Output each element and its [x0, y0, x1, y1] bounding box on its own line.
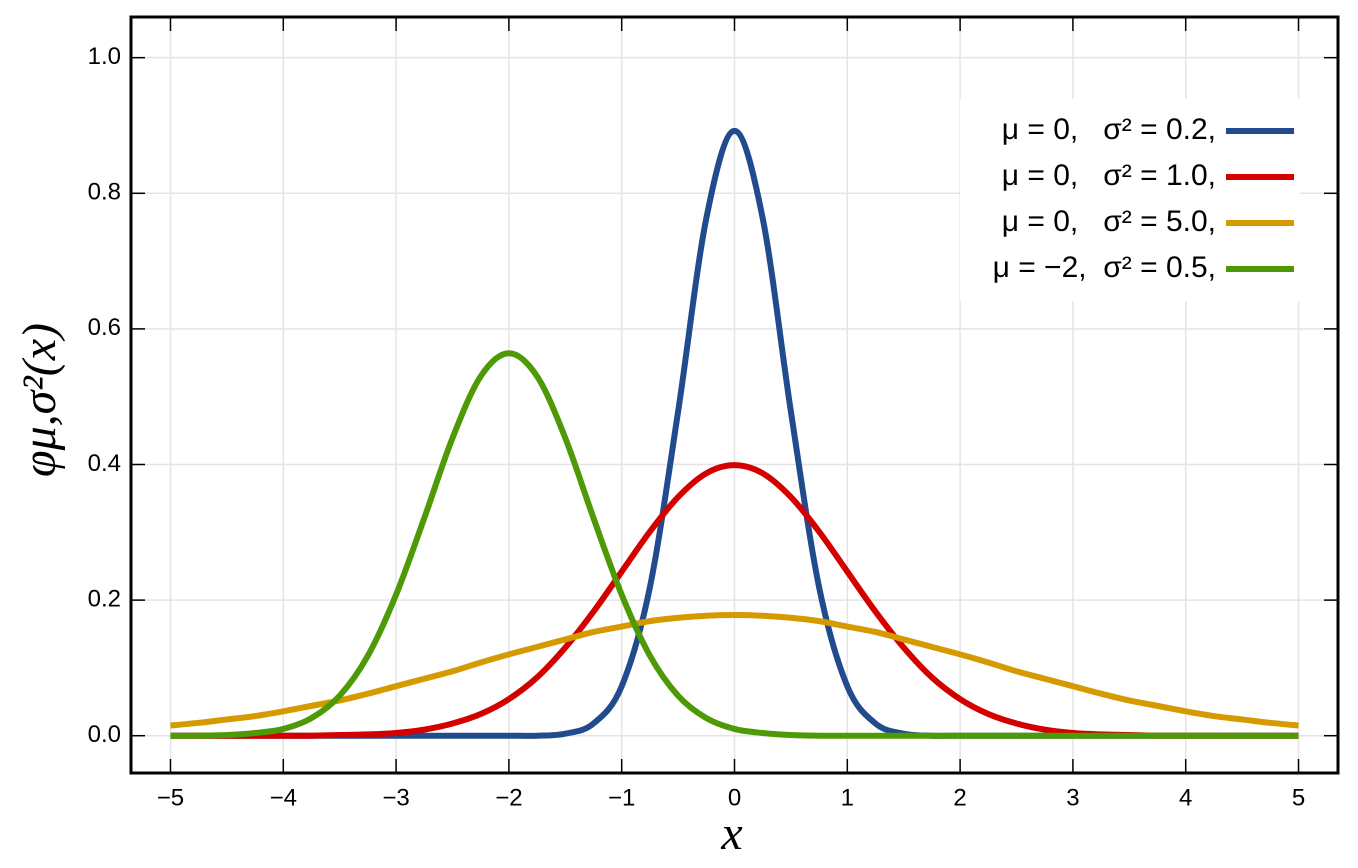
- x-tick-label: 1: [841, 784, 854, 811]
- x-tick-label: −4: [270, 784, 297, 811]
- x-tick-label: −3: [382, 784, 409, 811]
- line-series: [170, 350, 1299, 739]
- x-tick-label: 4: [1179, 784, 1192, 811]
- lines: [170, 127, 1299, 739]
- y-tick-label: 0.4: [88, 450, 121, 477]
- x-tick-label: −2: [495, 784, 522, 811]
- x-axis-label: x: [720, 807, 742, 860]
- legend-label: μ = 0, σ² = 1.0,: [1002, 159, 1216, 192]
- y-axis-label: φμ,σ²(x): [13, 323, 66, 477]
- y-tick-label: 0.6: [88, 314, 121, 341]
- y-tick-label: 0.8: [88, 179, 121, 206]
- plot-frame: [129, 15, 1340, 775]
- x-tick-label: 2: [953, 784, 966, 811]
- x-tick-label: −5: [157, 784, 184, 811]
- x-tick-label: 3: [1066, 784, 1079, 811]
- y-tick-label: 1.0: [88, 43, 121, 70]
- legend-label: μ = 0, σ² = 0.2,: [1002, 113, 1216, 146]
- legend: μ = 0, σ² = 0.2, μ = 0, σ² = 1.0, μ = 0, σ…: [960, 99, 1300, 301]
- x-tick-label: 0: [728, 784, 741, 811]
- x-tick-label: 5: [1292, 784, 1305, 811]
- x-tick-label: −1: [608, 784, 635, 811]
- legend-label: μ = 0, σ² = 5.0,: [1002, 205, 1216, 238]
- y-tick-label: 0.0: [88, 721, 121, 748]
- legend-label: μ = −2, σ² = 0.5,: [993, 251, 1216, 284]
- y-tick-label: 0.2: [88, 585, 121, 612]
- line-series: [170, 612, 1299, 729]
- frame: −5 −4 −3 −2 −1 0 1 2 3 4 5 0.0 0.2 0.4 0.6 0.8 1.0: [88, 15, 1340, 811]
